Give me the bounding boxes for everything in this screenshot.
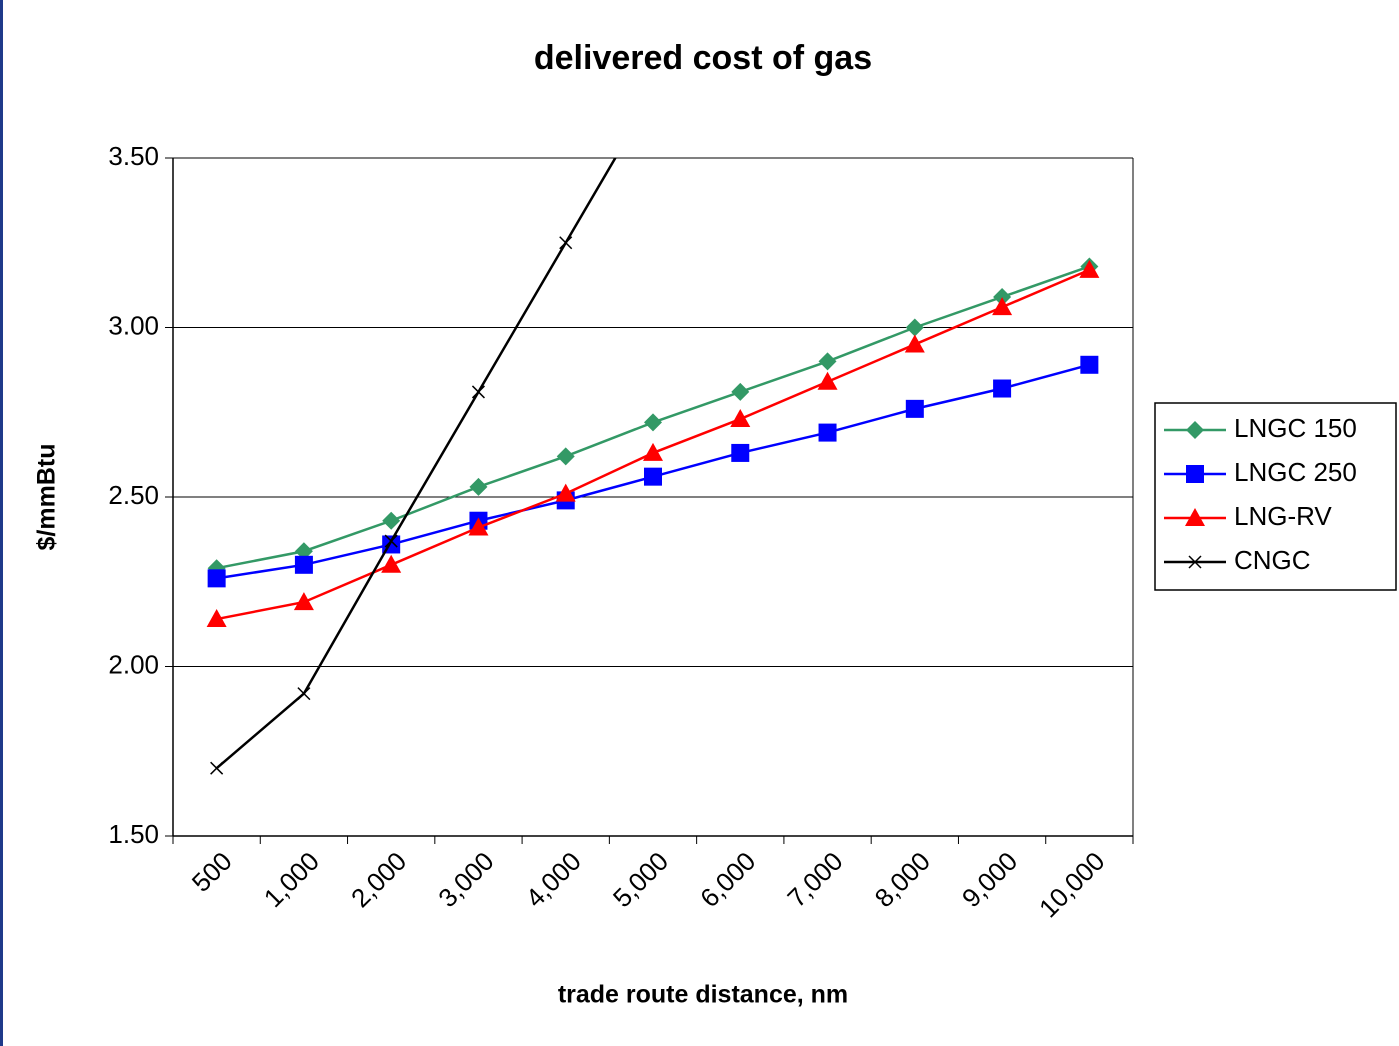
marker <box>556 447 575 466</box>
legend-label: LNG-RV <box>1234 501 1332 531</box>
y-tick-label: 2.00 <box>108 649 159 679</box>
marker <box>559 236 573 250</box>
marker <box>207 569 226 588</box>
legend-marker <box>1188 555 1202 569</box>
marker <box>818 423 837 442</box>
y-tick-label: 3.00 <box>108 310 159 340</box>
marker <box>992 297 1013 316</box>
marker <box>206 609 227 628</box>
marker <box>555 483 576 502</box>
y-tick-label: 2.50 <box>108 480 159 510</box>
legend-label: LNGC 150 <box>1234 413 1357 443</box>
marker <box>1079 259 1100 278</box>
marker <box>731 382 750 401</box>
x-axis-label: trade route distance, nm <box>558 981 848 1009</box>
marker <box>905 399 924 418</box>
marker <box>210 761 224 775</box>
marker <box>381 554 402 573</box>
marker <box>644 467 662 486</box>
marker <box>993 287 1012 306</box>
marker <box>817 371 838 390</box>
marker <box>730 409 751 428</box>
left-border <box>0 0 3 1046</box>
y-axis-label: $/mmBtu <box>33 444 61 551</box>
y-tick-label: 3.50 <box>108 141 159 171</box>
y-tick-label: 1.50 <box>108 819 159 849</box>
marker <box>294 555 313 574</box>
legend-marker <box>1186 465 1204 483</box>
marker <box>731 443 750 462</box>
marker <box>384 534 398 548</box>
chart-title: delivered cost of gas <box>534 39 872 77</box>
legend-label: CNGC <box>1234 545 1311 575</box>
marker <box>905 318 924 337</box>
marker <box>382 511 401 530</box>
marker <box>468 517 489 536</box>
marker <box>297 687 311 701</box>
marker <box>904 334 925 353</box>
marker <box>1080 355 1099 374</box>
marker <box>643 442 663 461</box>
marker <box>993 379 1012 398</box>
legend-marker <box>1186 421 1204 439</box>
series-line <box>215 158 617 770</box>
marker <box>469 477 488 496</box>
legend-label: LNGC 250 <box>1234 457 1357 487</box>
marker <box>818 352 837 371</box>
marker <box>644 413 662 432</box>
series-layer <box>206 158 1100 775</box>
marker <box>294 542 313 561</box>
marker <box>293 592 314 611</box>
marker <box>471 385 485 399</box>
legend-marker <box>1185 508 1205 526</box>
